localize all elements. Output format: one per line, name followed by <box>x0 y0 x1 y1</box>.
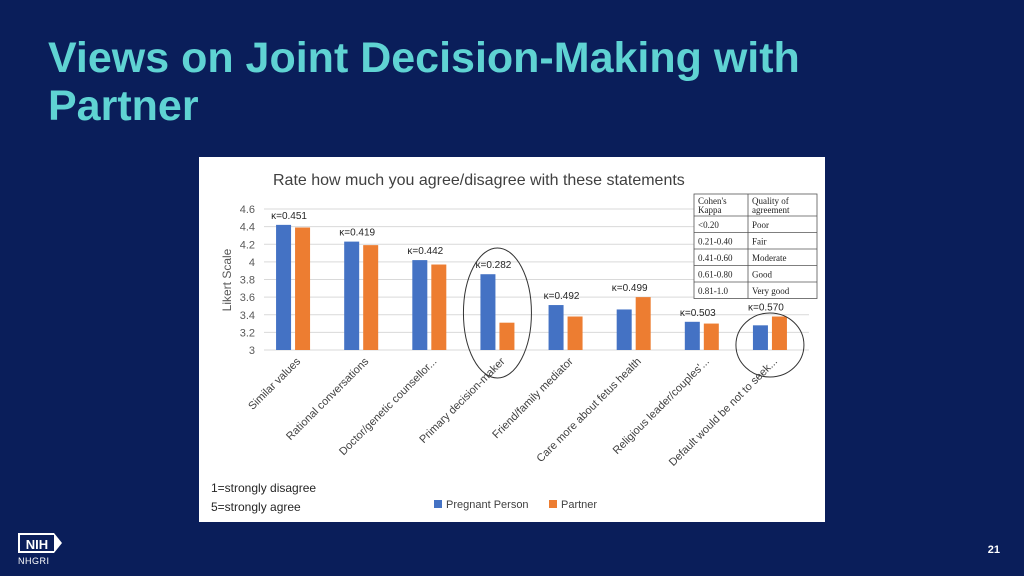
kappa-table-cell: Fair <box>752 237 767 247</box>
kappa-table-cell: 0.81-1.0 <box>698 286 728 296</box>
kappa-table-cell: Good <box>752 270 772 280</box>
kappa-label: κ=0.451 <box>271 211 307 222</box>
kappa-table-header: Quality of <box>752 196 789 206</box>
bar-partner <box>703 323 719 350</box>
bar-partner <box>635 297 651 350</box>
y-tick-label: 3 <box>249 345 255 357</box>
kappa-table-header: agreement <box>752 205 790 215</box>
bar-pregnant-person <box>548 305 564 350</box>
chart-title: Rate how much you agree/disagree with th… <box>273 172 685 189</box>
y-tick-label: 4 <box>249 257 255 269</box>
bar-partner <box>499 322 515 350</box>
legend-swatch-pregnant-person <box>434 500 442 508</box>
bar-pregnant-person <box>752 325 768 350</box>
kappa-table-cell: 0.21-0.40 <box>698 237 733 247</box>
bar-partner <box>431 264 447 350</box>
slide-title: Views on Joint Decision-Making with Part… <box>48 34 800 130</box>
y-tick-label: 3.4 <box>240 310 255 322</box>
highlight-circle <box>462 247 532 379</box>
chart-panel: Rate how much you agree/disagree with th… <box>199 157 825 522</box>
bar-pregnant-person <box>276 224 292 350</box>
bar-chart: Rate how much you agree/disagree with th… <box>211 172 818 514</box>
legend-swatch-partner <box>549 500 557 508</box>
scale-note: 1=strongly disagree <box>211 481 316 495</box>
bar-pregnant-person <box>344 241 360 350</box>
nih-logo: NIH <box>18 533 54 553</box>
bar-pregnant-person <box>616 309 632 350</box>
kappa-label: κ=0.499 <box>612 283 648 294</box>
kappa-table-header: Cohen's <box>698 196 727 206</box>
bar-partner <box>295 227 311 350</box>
kappa-label: κ=0.419 <box>339 228 375 239</box>
y-axis-label: Likert Scale <box>220 248 234 311</box>
x-tick-label: Default would be not to seek... <box>667 356 780 469</box>
kappa-table <box>693 193 818 299</box>
kappa-label: κ=0.442 <box>407 246 443 257</box>
kappa-label: κ=0.570 <box>748 303 784 314</box>
bar-pregnant-person <box>480 274 496 350</box>
page-number: 21 <box>987 544 1000 556</box>
kappa-table-header: Kappa <box>698 205 722 215</box>
bar-pregnant-person <box>684 321 700 350</box>
legend-label: Pregnant Person <box>446 499 529 511</box>
highlight-circle <box>735 312 805 378</box>
nih-logo-arrow-icon <box>54 533 62 553</box>
kappa-table-cell: 0.61-0.80 <box>698 270 733 280</box>
bar-partner <box>567 316 583 350</box>
y-tick-label: 3.2 <box>240 327 255 339</box>
scale-note: 5=strongly agree <box>211 500 301 514</box>
org-label: NHGRI <box>18 556 50 566</box>
kappa-table-cell: Poor <box>752 220 769 230</box>
kappa-table-cell: <0.20 <box>698 220 719 230</box>
bar-partner <box>771 316 787 350</box>
kappa-label: κ=0.503 <box>680 308 716 319</box>
kappa-table-cell: 0.41-0.60 <box>698 253 733 263</box>
bar-pregnant-person <box>412 260 428 350</box>
kappa-label: κ=0.492 <box>544 291 580 302</box>
y-tick-label: 4.2 <box>240 239 255 251</box>
y-tick-label: 4.6 <box>240 204 255 216</box>
y-tick-label: 3.6 <box>240 292 255 304</box>
kappa-table-cell: Moderate <box>752 253 786 263</box>
x-tick-label: Similar values <box>246 355 303 412</box>
legend-label: Partner <box>561 499 597 511</box>
bar-partner <box>363 245 379 350</box>
y-tick-label: 3.8 <box>240 275 255 287</box>
kappa-table-cell: Very good <box>752 286 790 296</box>
kappa-label: κ=0.282 <box>476 260 512 271</box>
y-tick-label: 4.4 <box>240 222 255 234</box>
